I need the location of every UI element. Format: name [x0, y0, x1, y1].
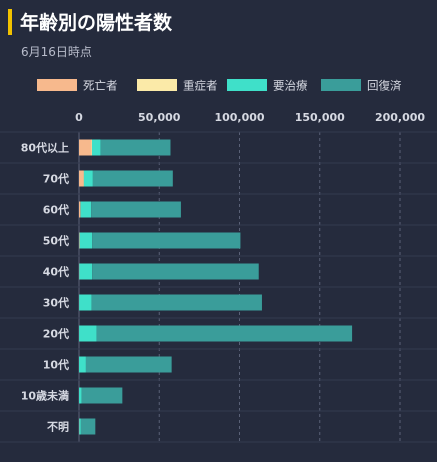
- y-category-label-1: 70代: [43, 172, 69, 186]
- bar-3-2: [79, 232, 93, 249]
- bar-8-2: [79, 387, 82, 404]
- bar-9-2: [79, 418, 81, 435]
- title-accent-bar: [8, 9, 12, 35]
- bar-0-2: [92, 139, 101, 156]
- bars: [79, 139, 353, 435]
- x-tick-label-2: 100,000: [214, 111, 264, 124]
- bar-8-3: [81, 387, 123, 404]
- bar-4-3: [92, 263, 259, 280]
- bar-2-2: [80, 201, 92, 218]
- y-category-label-6: 20代: [43, 327, 69, 341]
- grid: [0, 131, 437, 443]
- legend: 死亡者 重症者 要治療 回復済: [37, 79, 402, 93]
- y-category-label-4: 40代: [43, 265, 69, 279]
- chart-title: 年齢別の陽性者数: [20, 12, 173, 34]
- x-tick-label-1: 50,000: [138, 111, 181, 124]
- bar-0-3: [100, 139, 171, 156]
- x-tick-label-3: 150,000: [295, 111, 345, 124]
- bar-1-3: [92, 170, 173, 187]
- y-category-label-9: 不明: [47, 421, 69, 434]
- bar-3-3: [92, 232, 241, 249]
- legend-label-0: 死亡者: [83, 79, 118, 93]
- bar-5-3: [91, 294, 262, 311]
- bar-7-2: [79, 356, 86, 373]
- bar-2-3: [91, 201, 181, 218]
- bar-0-0: [79, 139, 92, 156]
- x-tick-label-0: 0: [75, 111, 83, 124]
- x-tick-label-4: 200,000: [375, 111, 425, 124]
- legend-label-2: 要治療: [273, 79, 308, 93]
- x-axis: 0 50,000 100,000 150,000 200,000: [75, 111, 425, 124]
- bar-2-0: [79, 201, 81, 218]
- bar-5-2: [79, 294, 92, 311]
- y-category-label-8: 10歳未満: [21, 389, 69, 403]
- y-category-label-3: 50代: [43, 234, 69, 248]
- legend-label-3: 回復済: [367, 79, 402, 93]
- bar-6-3: [96, 325, 353, 342]
- bar-1-0: [79, 170, 84, 187]
- bar-1-2: [83, 170, 93, 187]
- y-category-label-2: 60代: [43, 203, 69, 217]
- legend-swatch-1: [137, 79, 177, 91]
- bar-4-2: [79, 263, 93, 280]
- bar-7-3: [85, 356, 172, 373]
- y-category-label-5: 30代: [43, 296, 69, 310]
- chart-header: 年齢別の陽性者数 6月16日時点: [0, 0, 437, 60]
- y-category-label-0: 80代以上: [21, 141, 69, 155]
- y-category-label-7: 10代: [43, 358, 69, 372]
- bar-6-2: [79, 325, 97, 342]
- chart-subtitle: 6月16日時点: [21, 45, 92, 59]
- legend-swatch-0: [37, 79, 77, 91]
- legend-swatch-3: [321, 79, 361, 91]
- legend-swatch-2: [227, 79, 267, 91]
- legend-label-1: 重症者: [183, 79, 218, 93]
- bar-9-3: [80, 418, 96, 435]
